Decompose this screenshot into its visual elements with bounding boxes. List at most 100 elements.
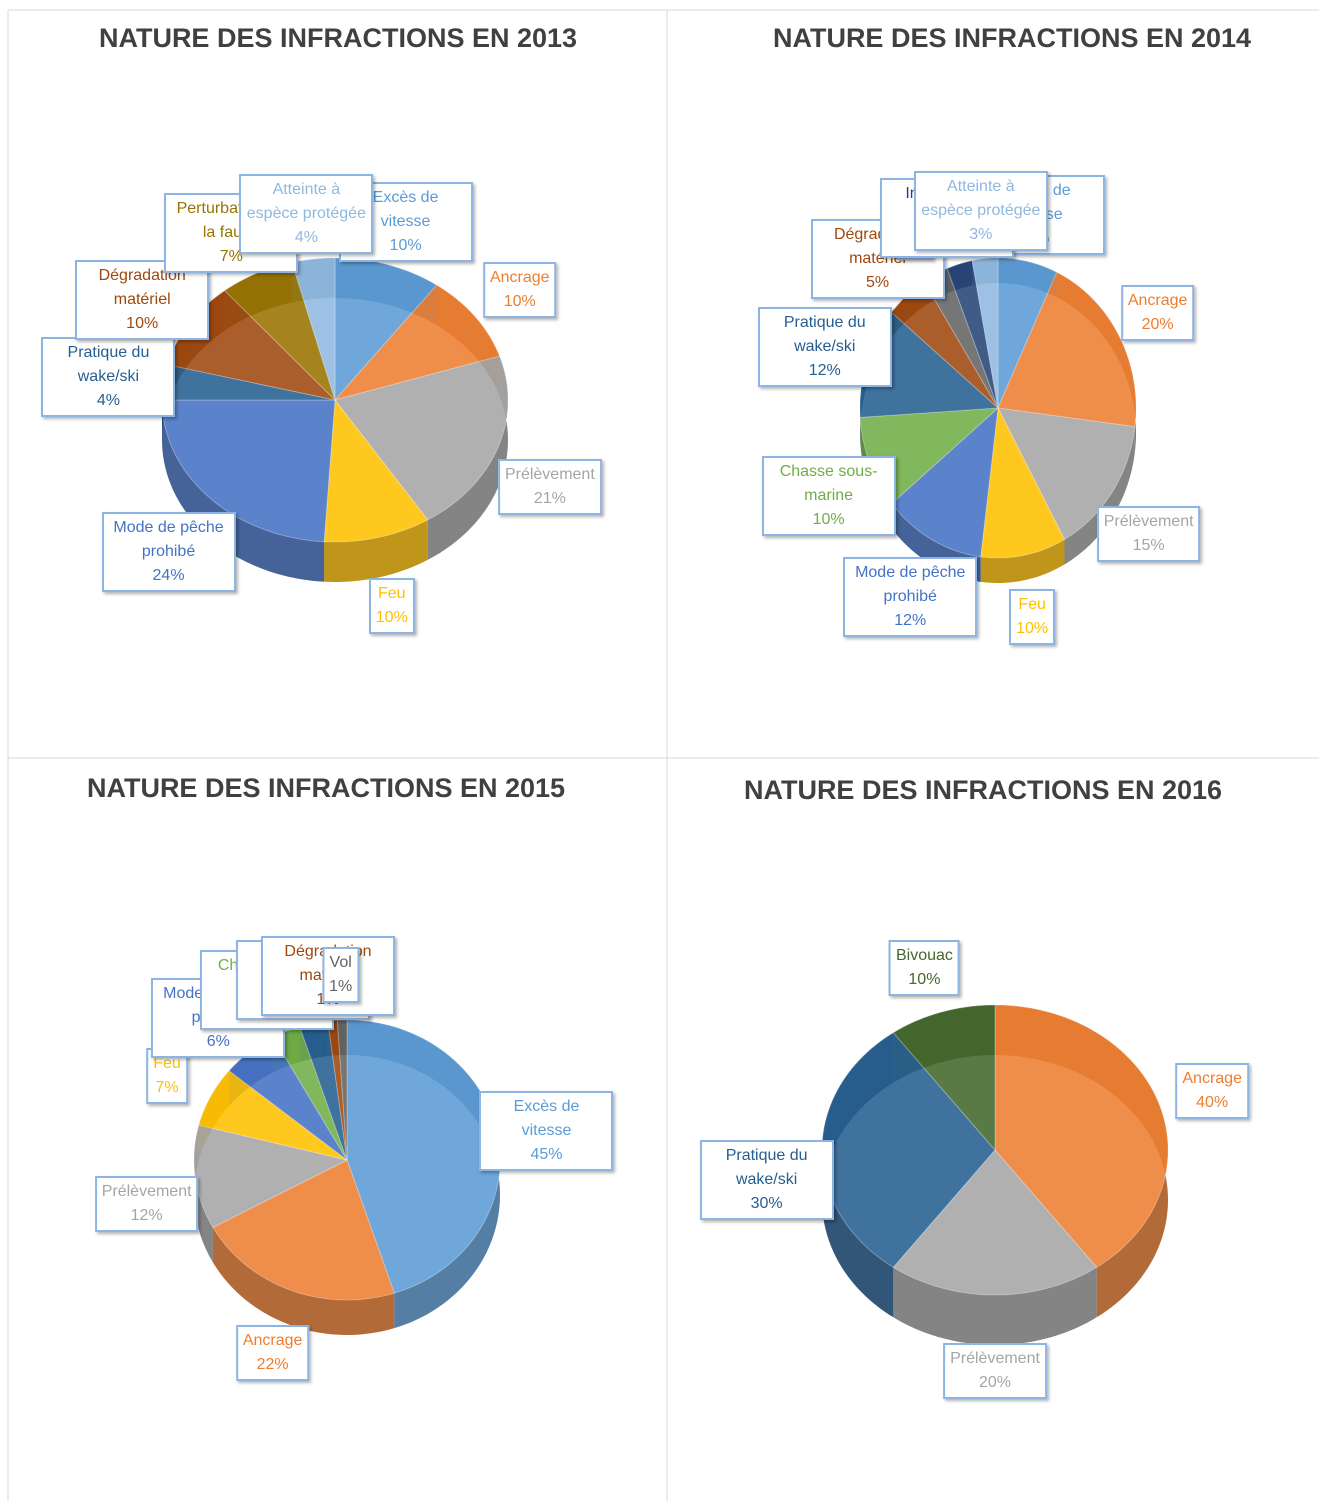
label-category: Feu — [153, 1055, 181, 1073]
pie-side — [324, 519, 428, 582]
label-value: 21% — [533, 490, 566, 508]
label-value: 12% — [130, 1207, 163, 1225]
chart-title: NATURE DES INFRACTIONS EN 2016 — [744, 775, 1222, 805]
label-category: Mode de pêche prohibé — [855, 563, 966, 605]
data-label: Prélèvement 12% — [94, 1176, 199, 1233]
pie-side — [212, 1227, 395, 1335]
label-value: 15% — [1132, 537, 1165, 555]
data-label: Pratique du wake/ski 12% — [757, 306, 892, 387]
label-category: Excès de vitesse — [372, 188, 439, 230]
label-category: Pratique du wake/ski — [783, 313, 866, 355]
data-label: Ancrage 20% — [1120, 284, 1195, 341]
data-label: Pratique du wake/ski 4% — [41, 336, 176, 417]
label-category: Mode de pêche prohibé — [113, 519, 224, 561]
label-value: 3% — [969, 225, 993, 243]
pie-side — [980, 539, 1065, 583]
label-category: Ancrage — [489, 268, 550, 286]
label-category: Vol — [329, 954, 352, 972]
data-label: Atteinte à espèce protégée 3% — [913, 170, 1048, 251]
label-category: Prélèvement — [1103, 513, 1194, 531]
label-value: 20% — [1141, 315, 1174, 333]
label-category: Prélèvement — [504, 466, 595, 484]
chart-title: NATURE DES INFRACTIONS EN 2014 — [773, 23, 1251, 53]
data-label: Ancrage 10% — [482, 261, 557, 318]
label-value: 1% — [329, 978, 353, 996]
chart-title: NATURE DES INFRACTIONS EN 2013 — [99, 23, 577, 53]
pie-side — [162, 400, 325, 582]
pie-slice — [980, 406, 1066, 559]
pie-slice — [994, 1004, 1169, 1268]
pie-slice — [997, 257, 1058, 409]
pie-slice — [946, 260, 999, 409]
pie-side — [1064, 426, 1135, 565]
data-label: Atteinte à espèce protégée 4% — [239, 174, 374, 255]
pie-slice — [892, 1004, 996, 1152]
pie-side — [893, 1267, 1097, 1345]
pie-slice — [333, 284, 501, 401]
label-value: 22% — [256, 1355, 289, 1373]
label-category: Dégradation matériel — [98, 266, 186, 308]
label-category: Prélèvement — [950, 1350, 1040, 1368]
data-label: Ancrage 40% — [1175, 1062, 1249, 1119]
data-label: Chasse sous-marine 10% — [761, 455, 896, 536]
label-value: 20% — [978, 1374, 1012, 1392]
pie-slice — [336, 1019, 348, 1161]
label-value: 7% — [219, 247, 243, 265]
label-value: 10% — [1016, 620, 1049, 638]
label-category: Ancrage — [242, 1331, 303, 1349]
label-category: Feu — [377, 584, 406, 602]
data-label: Mode de pêche prohibé 12% — [843, 556, 978, 637]
label-category: Prélèvement — [101, 1183, 192, 1201]
label-category: Atteinte à espèce protégée — [921, 177, 1041, 219]
label-category: Pratique du wake/ski — [725, 1147, 808, 1188]
data-label: Feu 10% — [368, 577, 415, 634]
pie-slice — [971, 257, 999, 409]
label-category: Chasse sous-marine — [779, 462, 878, 504]
pie-slice — [892, 1149, 1098, 1296]
data-label: Excès de vitesse 45% — [479, 1091, 614, 1172]
label-value: 12% — [894, 611, 927, 629]
data-label: Prélèvement 21% — [497, 459, 602, 516]
label-value: 10% — [375, 608, 408, 626]
data-label: Vol 1% — [322, 947, 360, 1004]
data-label: Dégradation matériel 10% — [75, 259, 210, 340]
data-label: Ancrage 22% — [235, 1324, 310, 1381]
pie-slice — [161, 399, 336, 543]
label-value: 5% — [865, 274, 890, 292]
data-label: Prélèvement 15% — [1096, 506, 1201, 563]
label-value: 10% — [812, 510, 845, 528]
label-value: 24% — [152, 567, 185, 585]
pie-side — [427, 356, 508, 560]
label-category: Ancrage — [1127, 291, 1188, 309]
label-value: 40% — [1196, 1093, 1229, 1111]
pie-slice — [334, 355, 509, 521]
label-value: 10% — [389, 236, 422, 254]
label-value: 6% — [206, 1032, 230, 1050]
label-value: 10% — [126, 314, 159, 332]
label-category: Atteinte à espèce protégée — [246, 181, 366, 223]
label-value: 45% — [530, 1146, 563, 1164]
pie-slice — [198, 1070, 348, 1161]
label-category: Bivouac — [895, 946, 953, 964]
label-category: Ancrage — [1182, 1069, 1242, 1087]
pie-slice — [890, 406, 999, 558]
data-label: Feu 10% — [1009, 589, 1056, 646]
label-value: 30% — [750, 1195, 783, 1212]
chart-title: NATURE DES INFRACTIONS EN 2015 — [87, 773, 565, 803]
label-value: 10% — [503, 292, 536, 310]
pie-slice — [997, 271, 1137, 428]
data-label: Prélèvement 20% — [943, 1343, 1047, 1400]
data-label: Bivouac 10% — [888, 939, 960, 996]
data-label: Pratique du wake/ski 30% — [699, 1140, 834, 1220]
label-category: Feu — [1018, 596, 1046, 614]
label-value: 4% — [294, 229, 318, 247]
data-label: Mode de pêche prohibé 24% — [101, 512, 236, 593]
label-value: 7% — [155, 1079, 179, 1097]
pie-slice — [323, 398, 429, 543]
label-category: Excès de vitesse — [513, 1098, 580, 1140]
label-value: 4% — [96, 391, 120, 409]
label-value: 10% — [908, 970, 941, 988]
label-category: Pratique du wake/ski — [67, 343, 150, 385]
